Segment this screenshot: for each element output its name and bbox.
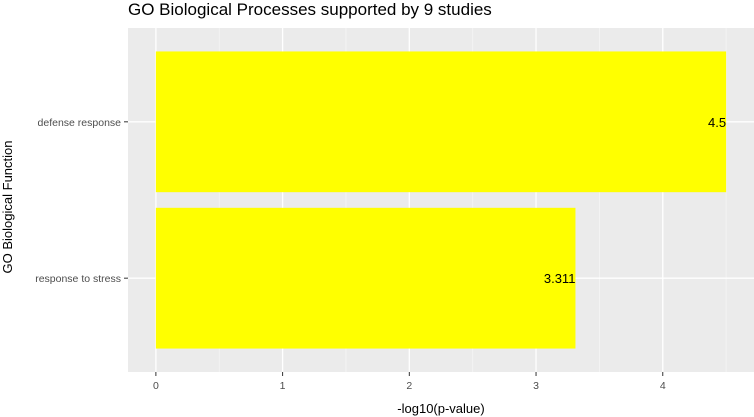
x-tick-label-0: 0 <box>153 380 159 392</box>
x-tick-label-4: 4 <box>660 380 666 392</box>
y-axis: defense response response to stress <box>35 117 128 285</box>
x-tick-label-3: 3 <box>533 380 539 392</box>
x-tick-label-1: 1 <box>280 380 286 392</box>
x-axis: 0 1 2 3 4 <box>153 372 666 392</box>
y-tick-label-0: defense response <box>38 117 122 129</box>
chart-title: GO Biological Processes supported by 9 s… <box>128 0 492 19</box>
data-labels: 4.5 3.311 <box>544 115 726 286</box>
x-tick-label-2: 2 <box>406 380 412 392</box>
data-label-1: 3.311 <box>544 271 576 286</box>
y-tick-label-1: response to stress <box>35 273 121 285</box>
x-axis-title: -log10(p-value) <box>397 401 484 416</box>
data-label-0: 4.5 <box>708 115 726 130</box>
y-axis-title: GO Biological Function <box>0 141 15 274</box>
bars <box>155 51 727 349</box>
bar-1 <box>155 207 576 349</box>
bar-0 <box>155 51 727 193</box>
